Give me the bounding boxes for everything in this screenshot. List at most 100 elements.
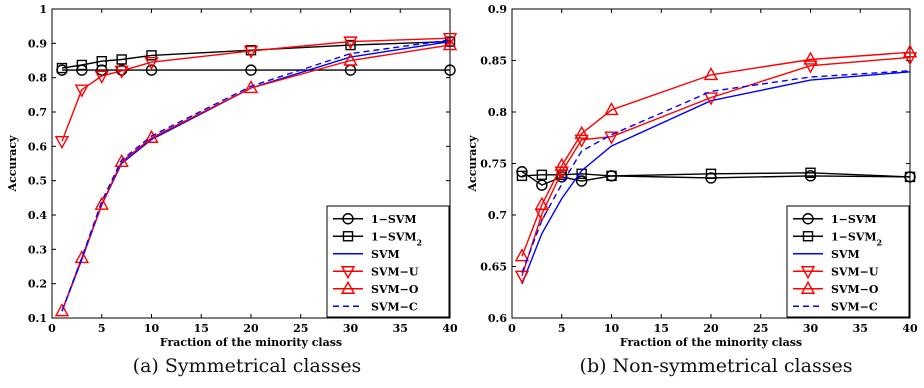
x-tick-label: 15 (194, 322, 209, 335)
data-point (245, 64, 257, 76)
y-tick-label: 0.9 (28, 37, 47, 50)
series-line (521, 56, 911, 277)
data-point (146, 50, 157, 61)
data-point (902, 44, 918, 58)
data-point (703, 66, 719, 81)
data-point (76, 59, 88, 71)
legend-label-subscript: 2 (417, 237, 423, 247)
data-point (74, 249, 90, 264)
legend-label: SVM−C (371, 300, 418, 313)
series-line (61, 40, 451, 69)
x-tick-label: 20 (243, 322, 259, 335)
legend-label: SVM−U (831, 265, 879, 278)
legend-label: SVM (831, 248, 860, 261)
data-point (536, 179, 548, 191)
x-tick-label: 20 (703, 322, 719, 335)
y-axis-label: Accuracy (6, 135, 19, 193)
data-point (442, 32, 458, 47)
data-point (94, 70, 109, 84)
y-tick-label: 0.8 (488, 106, 507, 119)
y-tick-label: 0.1 (28, 312, 47, 325)
y-tick-label: 0.2 (28, 278, 47, 291)
data-point (705, 168, 717, 180)
series-4 (514, 44, 918, 262)
data-point (116, 54, 127, 65)
legend-marker (342, 231, 354, 242)
data-point (114, 153, 129, 167)
y-tick-label: 0.7 (28, 106, 47, 119)
y-tick-label: 0.6 (488, 312, 507, 325)
data-point (54, 135, 70, 150)
series-line (521, 71, 911, 285)
data-point (96, 55, 107, 67)
data-point (144, 129, 159, 143)
x-tick-label: 40 (442, 322, 458, 335)
data-point (574, 134, 589, 148)
x-tick-label: 15 (654, 322, 669, 335)
chart-panel-a: 0 5 10 15 20 25 30 35 40 0.1 0.2 0.3 0.4 0.5 0.6 0.7 0.8… (6, 3, 458, 349)
x-tick-label: 40 (902, 322, 918, 335)
data-point (576, 168, 587, 180)
data-point (243, 45, 259, 59)
series-line (521, 171, 911, 186)
chart-panel-b: 0 5 10 15 20 25 30 35 40 0.6 0.65 0.7 0.75 0.8 0.85 0.9… (466, 3, 918, 349)
data-point (444, 64, 456, 76)
data-point (74, 84, 90, 98)
series-line (521, 51, 911, 257)
y-tick-label: 0.9 (488, 3, 507, 16)
x-tick-label: 35 (393, 322, 408, 335)
legend-label: 1−SVM2 (831, 230, 882, 247)
caption-b: (b) Non-symmetrical classes (579, 355, 853, 377)
y-tick-label: 0.85 (480, 55, 507, 68)
x-tick-label: 5 (558, 322, 566, 335)
y-tick-label: 0.4 (28, 209, 47, 222)
x-axis-label: Fraction of the minority class (160, 336, 342, 349)
data-point (94, 196, 109, 210)
legend-label: 1−SVM (371, 213, 417, 226)
data-point (703, 92, 719, 106)
legend-label: SVM−U (371, 265, 419, 278)
data-point (536, 169, 548, 181)
data-point (114, 65, 129, 79)
data-point (516, 170, 528, 182)
data-point (604, 101, 619, 116)
legend-label: SVM−O (831, 283, 879, 296)
series-line (521, 172, 911, 178)
x-tick-label: 35 (853, 322, 868, 335)
legend-marker (802, 231, 814, 242)
legend-marker (340, 280, 356, 294)
data-point (514, 248, 530, 262)
legend-label: SVM−C (831, 300, 878, 313)
y-tick-label: 0.8 (28, 72, 47, 85)
y-tick-label: 0.65 (480, 261, 507, 274)
y-tick-label: 1 (39, 3, 47, 16)
x-tick-label: 30 (343, 322, 359, 335)
data-point (554, 157, 569, 171)
legend-label: SVM (371, 248, 400, 261)
x-axis-label: Fraction of the minority class (620, 336, 802, 349)
data-point (54, 303, 70, 317)
legend-marker (802, 213, 814, 225)
data-point (442, 37, 458, 51)
data-point (904, 171, 916, 183)
legend-label: 1−SVM2 (371, 230, 422, 247)
series-5 (61, 39, 451, 312)
legend-box (326, 205, 450, 318)
series-3 (514, 52, 918, 284)
legend-marker (800, 280, 816, 294)
data-point (534, 196, 550, 210)
data-point (574, 125, 589, 139)
series-line (61, 39, 451, 312)
series-3 (54, 32, 458, 150)
x-tick-label: 0 (508, 322, 516, 335)
y-axis-label: Accuracy (466, 135, 479, 193)
data-point (343, 52, 358, 66)
series-2 (521, 71, 911, 285)
data-point (575, 175, 588, 187)
legend-marker (340, 266, 356, 280)
data-point (343, 36, 358, 50)
x-tick-label: 25 (753, 322, 768, 335)
